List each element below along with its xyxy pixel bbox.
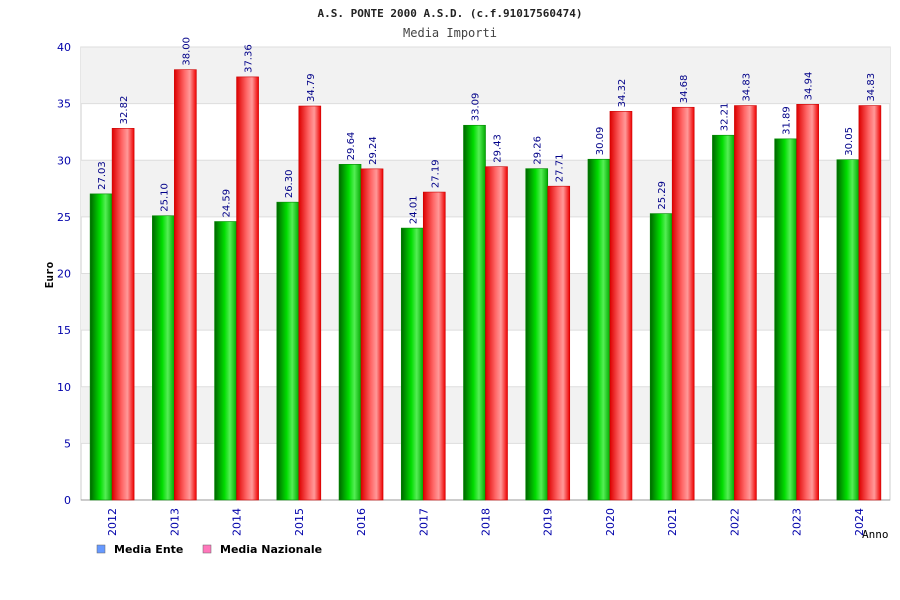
data-label: 31.89 xyxy=(782,106,793,135)
data-label: 30.09 xyxy=(595,127,606,156)
bar-media-nazionale xyxy=(111,128,135,501)
data-label: 27.19 xyxy=(430,159,441,188)
bar-media-ente xyxy=(214,221,237,501)
data-label: 29.43 xyxy=(493,134,504,163)
legend-label: Media Ente xyxy=(114,543,183,556)
bar-media-ente xyxy=(338,164,362,501)
legend-swatch-media-nazionale xyxy=(202,544,212,554)
x-tick-label: 2012 xyxy=(106,508,119,536)
y-tick-label: 20 xyxy=(57,268,71,281)
bar-media-nazionale xyxy=(174,69,197,501)
x-tick-label: 2023 xyxy=(791,508,804,536)
y-axis-ticks: 0 5 10 15 20 25 30 35 40 xyxy=(57,41,71,507)
data-label: 24.01 xyxy=(408,195,419,224)
y-tick-label: 15 xyxy=(57,324,71,337)
data-label: 32.21 xyxy=(719,103,730,132)
y-tick-label: 0 xyxy=(64,494,71,507)
data-label: 34.83 xyxy=(866,73,877,102)
data-label: 25.10 xyxy=(159,183,170,212)
bar-media-ente xyxy=(400,227,424,501)
bar-media-ente xyxy=(649,213,673,501)
bar-media-ente xyxy=(276,201,300,501)
x-tick-label: 2024 xyxy=(853,508,866,536)
data-label: 29.24 xyxy=(368,136,379,165)
x-tick-label: 2019 xyxy=(542,508,555,536)
x-axis-label: Anno xyxy=(862,528,889,541)
bar-media-ente xyxy=(525,168,549,501)
bar-media-ente xyxy=(463,124,486,501)
chart-subtitle: Media Importi xyxy=(403,26,497,40)
data-label: 24.59 xyxy=(222,189,233,218)
bar-media-nazionale xyxy=(609,111,633,501)
bar-media-nazionale xyxy=(236,76,259,501)
bar-media-ente xyxy=(89,193,113,501)
y-tick-label: 10 xyxy=(57,381,71,394)
legend: Media Ente Media Nazionale xyxy=(96,543,322,556)
data-label: 34.68 xyxy=(679,75,690,104)
data-label: 38.00 xyxy=(181,37,192,66)
x-tick-label: 2020 xyxy=(604,508,617,536)
x-tick-label: 2017 xyxy=(417,508,430,536)
data-label: 25.29 xyxy=(657,181,668,210)
bar-media-nazionale xyxy=(298,105,322,501)
y-tick-label: 5 xyxy=(64,437,71,450)
data-label: 37.36 xyxy=(244,44,255,73)
bar-media-nazionale xyxy=(360,168,384,501)
bar-media-ente xyxy=(836,159,860,501)
bar-media-nazionale xyxy=(422,191,446,501)
y-tick-label: 40 xyxy=(57,41,71,54)
legend-label: Media Nazionale xyxy=(220,543,322,556)
bar-media-ente xyxy=(774,138,797,501)
data-label: 34.32 xyxy=(617,79,628,108)
data-label: 33.09 xyxy=(471,93,482,122)
bar-media-ente xyxy=(152,215,175,501)
bar-media-nazionale xyxy=(485,166,508,501)
data-label: 27.03 xyxy=(97,161,108,190)
grid-band xyxy=(81,47,890,104)
y-tick-label: 35 xyxy=(57,98,71,111)
data-label: 34.83 xyxy=(741,73,752,102)
bar-media-nazionale xyxy=(547,185,571,501)
bar-media-nazionale xyxy=(796,104,819,501)
y-tick-label: 25 xyxy=(57,211,71,224)
bar-media-ente xyxy=(712,134,735,501)
bar-media-nazionale xyxy=(858,105,882,501)
data-label: 34.79 xyxy=(306,73,317,102)
data-label: 26.30 xyxy=(284,170,295,199)
data-label: 29.26 xyxy=(533,136,544,165)
x-tick-label: 2018 xyxy=(480,508,493,536)
bars: 27.03 32.82 25.10 38.00 24.59 37.36 26.30 34.79… xyxy=(89,37,882,501)
y-tick-label: 30 xyxy=(57,154,71,167)
legend-swatch-media-ente xyxy=(96,544,106,554)
y-axis-label: Euro xyxy=(43,261,56,288)
bar-media-nazionale xyxy=(671,106,695,501)
data-label: 32.82 xyxy=(119,96,130,125)
bar-media-nazionale xyxy=(734,105,757,501)
x-tick-label: 2014 xyxy=(231,508,244,536)
data-label: 34.94 xyxy=(804,72,815,101)
data-label: 30.05 xyxy=(844,127,855,156)
x-tick-label: 2015 xyxy=(293,508,306,536)
chart-title: A.S. PONTE 2000 A.S.D. (c.f.91017560474) xyxy=(318,7,583,20)
x-tick-label: 2013 xyxy=(168,508,181,536)
data-label: 29.64 xyxy=(346,132,357,161)
x-axis-ticks: 2012 2013 2014 2015 2016 2017 2018 2019 2020 2021… xyxy=(106,508,866,536)
bar-media-ente xyxy=(587,158,611,501)
x-tick-label: 2021 xyxy=(666,508,679,536)
data-label: 27.71 xyxy=(555,154,566,183)
x-tick-label: 2022 xyxy=(728,508,741,536)
x-tick-label: 2016 xyxy=(355,508,368,536)
